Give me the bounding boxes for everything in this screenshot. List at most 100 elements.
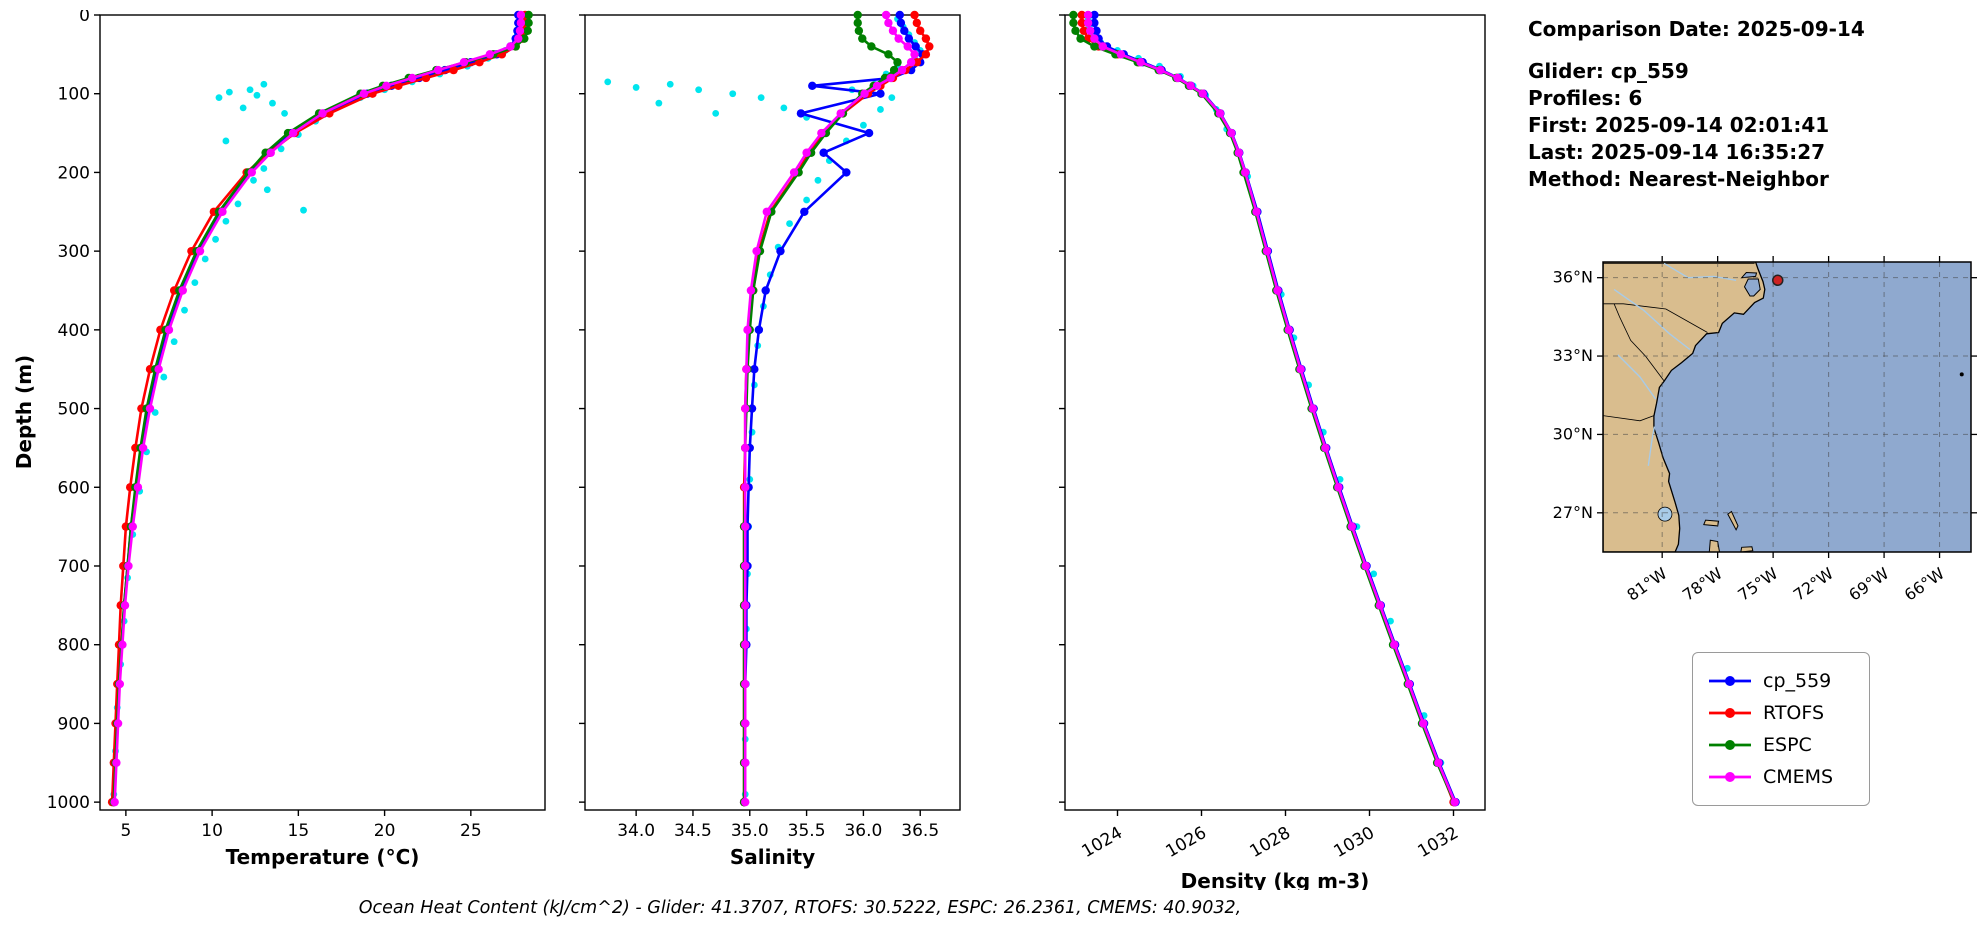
series-marker <box>897 65 907 75</box>
series-marker <box>762 207 772 216</box>
x-tick-label: 35.5 <box>788 821 826 841</box>
series-marker <box>889 65 899 75</box>
series-marker <box>523 26 532 35</box>
series-marker <box>888 26 898 35</box>
series-marker <box>1450 797 1459 807</box>
series-marker <box>1069 10 1078 20</box>
series-marker <box>1308 404 1317 413</box>
map-lon-tick-label: 66°W <box>1901 564 1948 605</box>
series-marker <box>876 89 885 98</box>
series-marker <box>1173 73 1182 83</box>
axes-box <box>1064 14 1486 811</box>
series-marker <box>750 365 759 374</box>
map-lon-tick-label: 72°W <box>1790 564 1837 605</box>
series-marker <box>1296 365 1305 374</box>
map-river <box>1647 426 1656 466</box>
legend-marker-dot <box>1725 740 1735 750</box>
y-tick-label: 1000 <box>47 793 90 813</box>
series-marker <box>925 42 934 51</box>
series-marker <box>836 109 845 118</box>
series-marker <box>761 286 770 295</box>
series-marker <box>1156 65 1165 75</box>
info-comparison-date: Comparison Date: 2025-09-14 <box>1528 17 1865 41</box>
series-marker <box>1079 26 1089 35</box>
scatter-point <box>786 220 793 227</box>
series-marker <box>800 207 809 216</box>
series-marker <box>853 18 862 28</box>
comparison-info-panel: Comparison Date: 2025-09-14 Glider: cp_5… <box>1528 16 1968 193</box>
series-marker <box>514 34 523 43</box>
info-glider: Glider: cp_559 <box>1528 59 1689 83</box>
y-tick-label: 400 <box>58 321 90 341</box>
x-tick-label: 10 <box>201 821 223 841</box>
series-marker <box>808 81 817 91</box>
info-last-time: Last: 2025-09-14 16:35:27 <box>1528 140 1826 164</box>
series-marker <box>318 109 327 118</box>
series-marker <box>164 325 174 335</box>
series-marker <box>421 73 431 83</box>
series-marker <box>1262 246 1272 256</box>
map-land-us-east-coast <box>1603 262 1766 552</box>
location-map: 81°W 78°W 75°W 72°W 69°W 66°W 27°N 30°N 33°N 36°N <box>1545 250 1978 622</box>
scatter-point <box>666 80 674 88</box>
series-marker <box>1083 18 1093 28</box>
series-marker <box>110 797 119 807</box>
series-marker <box>903 42 912 51</box>
x-tick-label: 20 <box>374 821 396 841</box>
series-marker <box>1234 148 1244 157</box>
glider-position-marker <box>1772 274 1784 287</box>
y-tick-label: 500 <box>58 400 90 420</box>
series-marker <box>506 42 515 51</box>
series-marker <box>912 18 922 28</box>
series-marker <box>1252 207 1261 216</box>
series-marker <box>459 58 469 67</box>
map-lake-okeechobee <box>1657 506 1673 522</box>
scatter-point <box>222 137 230 145</box>
series-marker <box>819 148 828 157</box>
legend-marker-dot <box>1725 772 1735 782</box>
series-marker <box>382 81 391 91</box>
series-marker <box>789 168 799 177</box>
series-marker <box>1273 286 1282 295</box>
y-tick-label: 600 <box>58 478 90 498</box>
series-marker <box>741 404 750 413</box>
series-marker <box>776 246 785 256</box>
scatter-point <box>234 200 242 208</box>
series-CMEMS <box>741 10 919 807</box>
series-marker <box>145 404 155 413</box>
series-marker <box>1321 443 1330 453</box>
depth-axis-label: Depth (m) <box>12 354 36 470</box>
salinity-profile-plot: 34.0 34.5 35.0 35.5 36.0 36.5 Salinity <box>575 10 975 890</box>
series-marker <box>741 522 750 531</box>
series-marker <box>1076 34 1085 43</box>
x-tick-label: 5 <box>120 821 131 841</box>
map-sound <box>1743 278 1761 297</box>
map-river <box>1613 288 1691 351</box>
series-marker <box>906 58 916 67</box>
series-marker <box>884 50 893 59</box>
scatter-point <box>300 206 307 214</box>
scatter-point <box>803 196 810 204</box>
series-marker <box>288 128 298 138</box>
map-state-border <box>1613 303 1665 382</box>
series-marker <box>895 10 904 20</box>
map-lat-tick-label: 30°N <box>1553 424 1593 443</box>
map-lon-tick-label: 69°W <box>1845 564 1892 605</box>
map-svg: 81°W 78°W 75°W 72°W 69°W 66°W 27°N 30°N 33°N 36°N <box>1553 256 1977 605</box>
scatter-point <box>729 90 737 98</box>
series-marker <box>910 10 919 20</box>
scatter-point <box>269 99 276 107</box>
series-marker <box>741 483 750 492</box>
series-CMEMS <box>110 10 526 807</box>
series-marker <box>853 10 862 20</box>
legend-item-espc: ESPC <box>1707 729 1855 761</box>
x-tick-label: 1030 <box>1331 823 1378 862</box>
scatter-point <box>604 78 612 86</box>
map-island <box>1727 510 1739 531</box>
series-marker <box>115 679 125 689</box>
scatter-point <box>246 86 254 94</box>
map-island <box>1708 539 1721 552</box>
series-marker <box>1434 758 1443 767</box>
density-profile-plot: 1024 1026 1028 1030 1032 Density (kg m-3) <box>1050 10 1500 893</box>
scatter-point <box>212 235 219 243</box>
